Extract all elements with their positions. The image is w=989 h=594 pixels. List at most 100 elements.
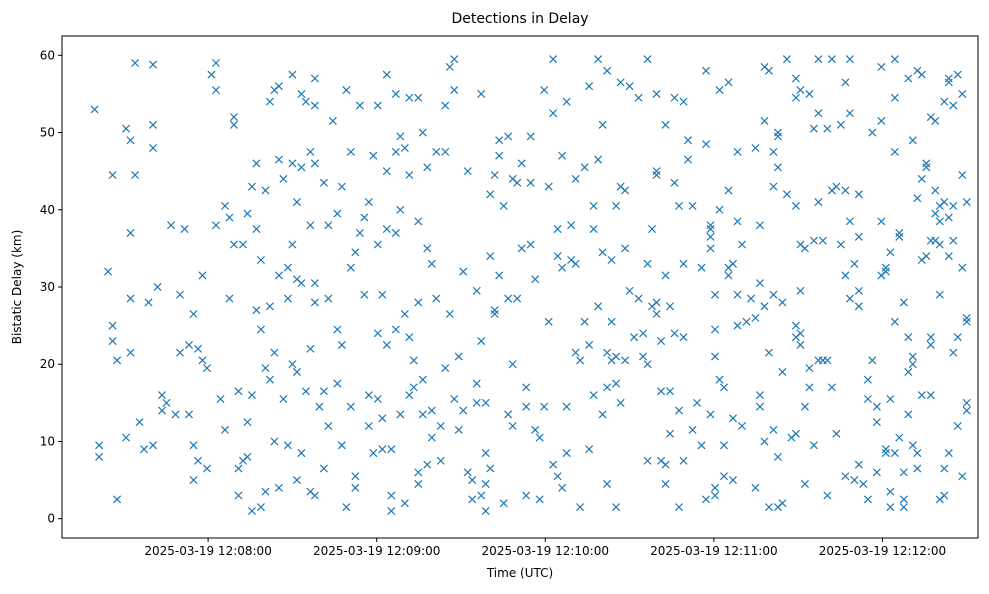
data-point: [175, 348, 185, 357]
data-point: [526, 178, 535, 187]
data-point: [544, 317, 553, 326]
data-point: [234, 387, 243, 396]
data-point: [211, 86, 221, 95]
data-point: [414, 479, 423, 488]
data-point: [108, 337, 117, 346]
data-point: [886, 248, 895, 257]
data-point: [337, 182, 346, 191]
data-point: [378, 414, 387, 423]
data-point: [886, 503, 895, 512]
data-point: [598, 248, 607, 257]
data-point: [445, 62, 454, 71]
data-point: [742, 317, 751, 326]
data-point: [652, 167, 661, 176]
data-point: [355, 228, 364, 237]
data-point: [274, 271, 283, 280]
data-point: [180, 225, 189, 234]
data-point: [387, 506, 396, 515]
data-point: [958, 472, 967, 481]
data-point: [184, 340, 194, 349]
data-point: [953, 70, 962, 79]
data-point: [630, 333, 639, 342]
data-point: [544, 182, 553, 191]
data-point: [315, 402, 324, 411]
data-point: [553, 225, 562, 234]
data-point: [198, 271, 207, 280]
data-point: [670, 178, 679, 187]
data-point: [441, 101, 450, 110]
data-point: [351, 248, 360, 257]
data-point: [881, 267, 890, 276]
data-point: [890, 147, 899, 156]
data-point: [773, 128, 782, 137]
data-point: [360, 213, 369, 222]
data-point: [369, 151, 378, 160]
data-point: [643, 360, 652, 369]
data-point: [791, 201, 800, 210]
data-point: [643, 456, 652, 465]
data-point: [868, 128, 877, 137]
data-point: [306, 147, 315, 156]
data-point: [135, 418, 144, 427]
data-point: [504, 410, 513, 419]
data-point: [706, 221, 715, 230]
data-point: [585, 340, 594, 349]
data-point: [571, 174, 580, 183]
data-point: [917, 391, 926, 400]
data-point: [247, 182, 256, 191]
data-point: [715, 205, 724, 214]
data-point: [796, 329, 805, 338]
data-point: [297, 163, 306, 172]
data-point: [935, 240, 944, 249]
data-point: [800, 479, 809, 488]
x-tick-label: 2025-03-19 12:08:00: [144, 544, 271, 558]
data-point: [769, 147, 778, 156]
data-point: [728, 259, 738, 268]
data-point: [504, 132, 513, 141]
data-point: [913, 449, 922, 458]
data-point: [261, 186, 270, 195]
data-point: [279, 174, 288, 183]
data-point: [319, 178, 328, 187]
data-point: [877, 217, 886, 226]
data-point: [252, 159, 261, 168]
data-point: [454, 425, 463, 434]
data-point: [504, 294, 513, 303]
data-point: [423, 244, 432, 253]
data-point: [369, 449, 378, 458]
data-point: [868, 356, 877, 365]
data-point: [122, 433, 131, 442]
data-point: [549, 460, 558, 469]
data-point: [324, 221, 333, 230]
data-point: [342, 86, 351, 95]
data-point: [769, 290, 778, 299]
data-point: [490, 170, 499, 180]
data-point: [558, 263, 567, 272]
data-point: [652, 298, 661, 307]
data-point: [692, 398, 702, 407]
data-point: [782, 55, 791, 64]
data-point: [926, 391, 935, 400]
data-point: [495, 151, 504, 160]
data-point: [216, 394, 225, 404]
data-point: [499, 499, 508, 508]
data-point: [418, 128, 427, 137]
data-point: [441, 147, 450, 156]
data-point: [342, 503, 351, 512]
data-point: [256, 503, 265, 512]
data-point: [953, 333, 962, 342]
data-point: [710, 352, 720, 361]
data-point: [175, 290, 185, 299]
data-point: [391, 325, 400, 334]
data-point: [297, 279, 306, 288]
data-point: [522, 491, 531, 500]
data-point: [95, 452, 104, 461]
data-point: [283, 294, 292, 303]
data-point: [508, 360, 517, 369]
data-point: [585, 445, 594, 454]
data-point: [751, 143, 760, 153]
data-point: [477, 337, 486, 346]
data-point: [283, 441, 292, 450]
data-point: [751, 313, 760, 322]
data-point: [396, 205, 405, 214]
